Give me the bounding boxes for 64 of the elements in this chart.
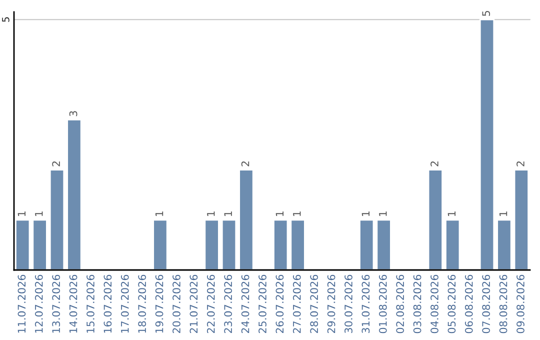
- x-tick-label: 16.07.2026: [104, 274, 112, 333]
- bar: [204, 219, 220, 270]
- x-tick-label: 20.07.2026: [172, 274, 180, 334]
- data-label: 1: [207, 211, 215, 216]
- data-label: 1: [155, 211, 164, 216]
- data-label: 1: [379, 211, 387, 216]
- x-tick-label: 29.07.2026: [327, 274, 336, 334]
- x-tick-label: 14.07.2026: [69, 274, 78, 333]
- data-label: 2: [52, 161, 60, 166]
- bar: [445, 219, 460, 270]
- x-tick-label: 01.08.2026: [378, 274, 387, 334]
- x-tick-label: 02.08.2026: [396, 274, 404, 334]
- data-label: 1: [362, 211, 370, 216]
- x-tick-label: 17.07.2026: [120, 274, 129, 333]
- data-label: 1: [18, 211, 26, 216]
- data-label: 5: [482, 11, 490, 16]
- bar: [49, 169, 65, 270]
- data-label: 1: [276, 211, 284, 216]
- bar: [359, 219, 374, 270]
- x-tick-label: 18.07.2026: [138, 274, 146, 333]
- x-tick-label: 05.08.2026: [448, 274, 456, 334]
- x-tick-label: 24.07.2026: [241, 274, 250, 334]
- x-tick-label: 28.07.2026: [310, 274, 318, 334]
- data-label: 1: [224, 211, 232, 216]
- data-label: 2: [241, 161, 250, 166]
- x-tick-label: 26.07.2026: [276, 274, 284, 334]
- data-label: 1: [293, 211, 301, 216]
- bar: [221, 219, 237, 270]
- bar: [496, 219, 512, 270]
- x-tick-label: 19.07.2026: [155, 274, 164, 333]
- x-tick-label: 31.07.2026: [362, 274, 370, 334]
- x-tick-label: 25.07.2026: [258, 274, 266, 334]
- x-tick-label: 06.08.2026: [464, 274, 473, 334]
- x-tick-label: 04.08.2026: [430, 274, 438, 334]
- bar: [238, 169, 254, 270]
- x-tick-label: 30.07.2026: [344, 274, 352, 334]
- bar: [376, 219, 392, 270]
- data-label: 2: [516, 161, 524, 166]
- bar: [15, 219, 30, 270]
- x-tick-label: 22.07.2026: [206, 274, 215, 334]
- x-tick-label: 08.08.2026: [499, 274, 508, 334]
- bar: [479, 18, 495, 270]
- x-tick-label: 03.08.2026: [413, 274, 422, 334]
- bar: [152, 219, 168, 270]
- x-tick-label: 11.07.2026: [18, 274, 26, 333]
- data-label: 1: [35, 211, 43, 216]
- x-tick-label: 12.07.2026: [34, 274, 43, 333]
- bar: [290, 219, 306, 270]
- x-tick-label: 23.07.2026: [224, 274, 232, 334]
- data-label: 1: [499, 211, 508, 216]
- data-label: 3: [69, 111, 78, 116]
- x-tick-label: 13.07.2026: [52, 274, 60, 333]
- data-label: 2: [430, 161, 438, 166]
- bar: [32, 219, 48, 270]
- bar: [273, 219, 288, 270]
- x-tick-label: 09.08.2026: [516, 274, 524, 334]
- x-tick-label: 21.07.2026: [190, 274, 198, 334]
- bar: [66, 119, 82, 270]
- x-tick-label: 15.07.2026: [86, 274, 94, 333]
- bar: [428, 169, 443, 270]
- bar: [514, 169, 529, 270]
- x-tick-label: 27.07.2026: [292, 274, 301, 334]
- data-label: 1: [448, 211, 456, 216]
- x-tick-label: 07.08.2026: [482, 274, 490, 334]
